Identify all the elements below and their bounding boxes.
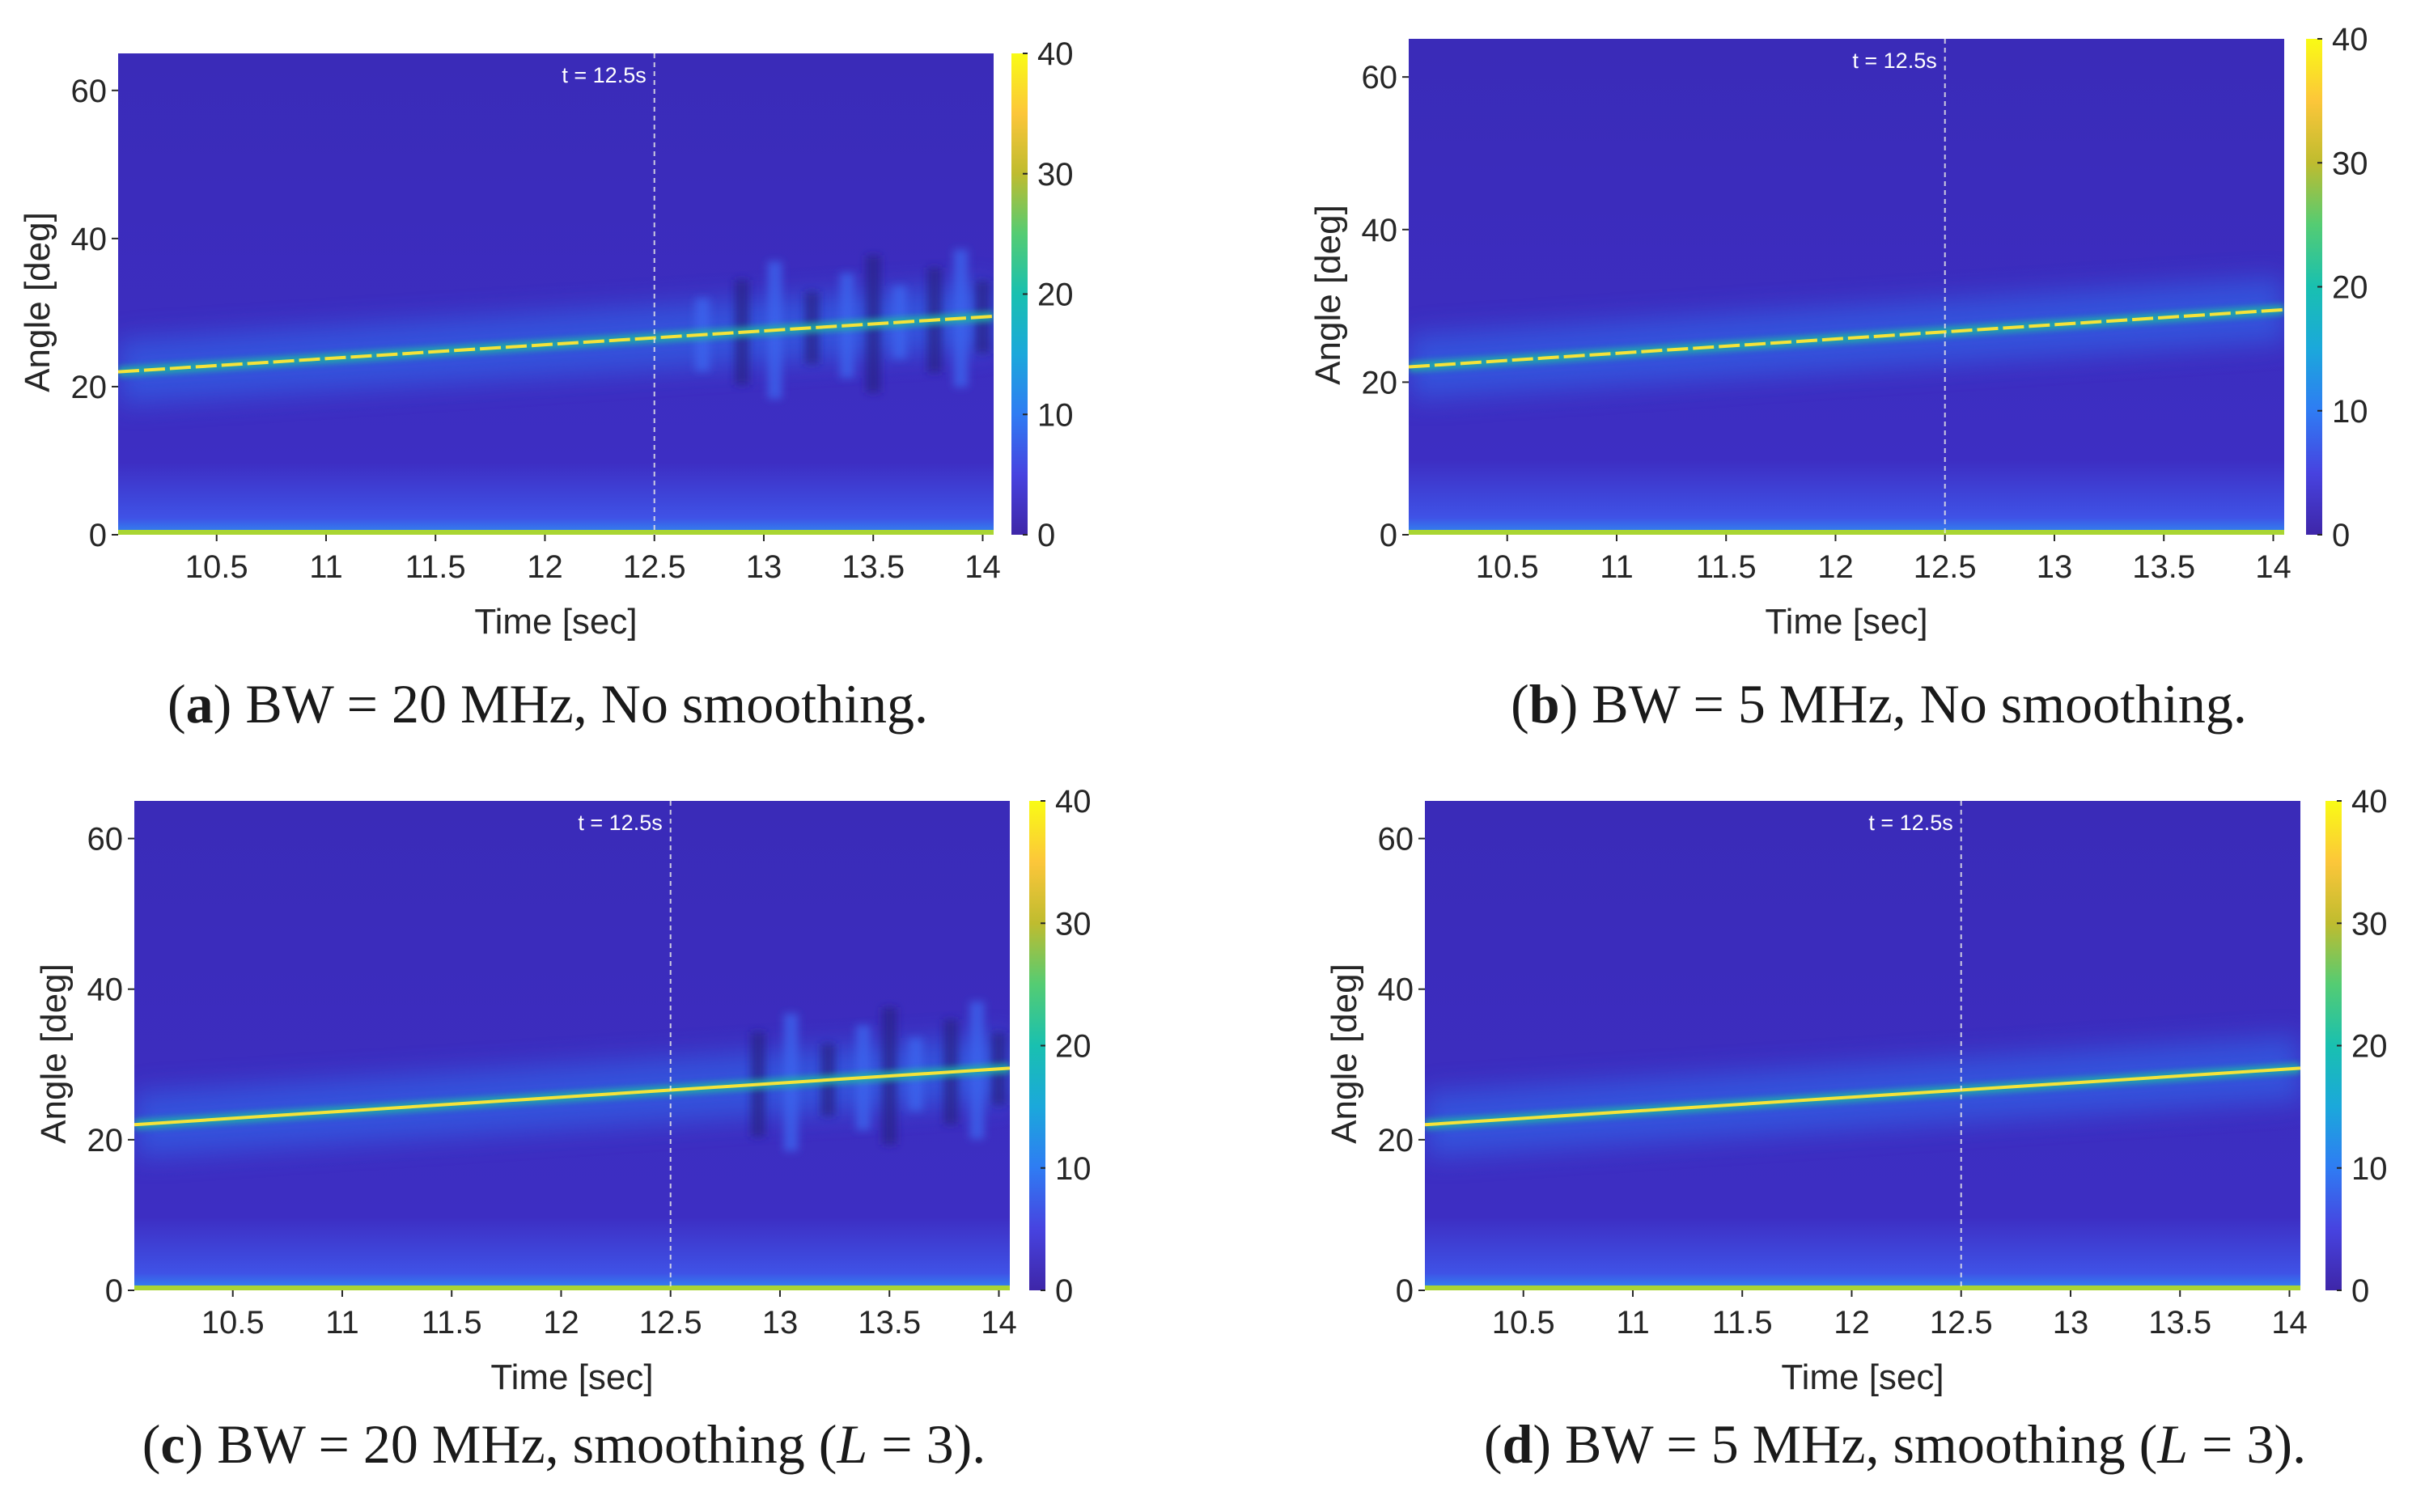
x-tick-label: 12 xyxy=(1834,1305,1870,1340)
colorbar-tick-label: 10 xyxy=(1055,1151,1092,1187)
x-tick-label: 11 xyxy=(1616,1305,1650,1340)
x-tick-label: 12.5 xyxy=(639,1305,702,1340)
colorbar-tick-label: 20 xyxy=(1037,277,1074,313)
y-tick-label: 60 xyxy=(71,74,108,109)
panel-b: t = 12.5s 10.5 11 11.5 12 12.5 13 13.5 14 0 20 40 60… xyxy=(1308,22,2368,735)
x-tick-label: 10.5 xyxy=(185,549,248,585)
panel-caption: (a) BW = 20 MHz, No smoothing. xyxy=(167,673,928,735)
y-tick-label: 20 xyxy=(1362,365,1398,400)
x-axis-label: Time [sec] xyxy=(474,602,637,642)
colorbar-tick-label: 40 xyxy=(2351,784,2388,820)
x-tick-label: 12 xyxy=(543,1305,579,1340)
y-axis-label: Angle [deg] xyxy=(34,964,74,1144)
colorbar-tick-label: 10 xyxy=(2332,394,2368,430)
panel-caption: (c) BW = 20 MHz, smoothing (L = 3). xyxy=(142,1413,986,1475)
x-tick-label: 11 xyxy=(325,1305,359,1340)
baseline-band xyxy=(134,1285,1010,1290)
panel-c: t = 12.5s 10.5 11 11.5 12 12.5 13 13.5 14 0 20 40 60… xyxy=(34,784,1092,1475)
y-tick-label: 40 xyxy=(87,972,124,1008)
x-tick-label: 13 xyxy=(762,1305,799,1340)
panel-caption: (d) BW = 5 MHz, smoothing (L = 3). xyxy=(1484,1413,2306,1475)
colorbar-tick-label: 10 xyxy=(2351,1151,2388,1187)
x-tick-label: 12.5 xyxy=(1930,1305,1993,1340)
colorbar-tick-label: 30 xyxy=(2351,906,2388,942)
colorbar-tick-label: 40 xyxy=(1037,36,1074,72)
x-tick-label: 12 xyxy=(527,549,563,585)
colorbar-tick-label: 0 xyxy=(1055,1273,1073,1309)
x-tick-label: 12.5 xyxy=(1914,549,1977,585)
y-axis-label: Angle [deg] xyxy=(1308,205,1348,385)
y-tick-label: 40 xyxy=(1378,972,1414,1008)
y-axis-label: Angle [deg] xyxy=(18,212,57,392)
colorbar-tick-label: 40 xyxy=(2332,22,2368,57)
colorbar-tick-label: 0 xyxy=(1037,518,1055,553)
x-tick-label: 11.5 xyxy=(422,1305,482,1340)
y-tick-label: 60 xyxy=(1362,60,1398,95)
y-axis-label: Angle [deg] xyxy=(1325,964,1364,1144)
y-tick-label: 0 xyxy=(1380,518,1397,553)
y-tick-label: 20 xyxy=(87,1123,124,1158)
x-tick-label: 10.5 xyxy=(1492,1305,1555,1340)
panel-a: t = 12.5s 10.5 11 11.5 12 12.5 13 13.5 14 0 20 40 60… xyxy=(18,36,1074,735)
time-marker-label: t = 12.5s xyxy=(562,63,646,87)
y-tick-label: 0 xyxy=(89,518,107,553)
time-marker-label: t = 12.5s xyxy=(578,811,662,835)
panel-caption: (b) BW = 5 MHz, No smoothing. xyxy=(1511,673,2247,735)
x-tick-label: 13.5 xyxy=(2132,549,2195,585)
colorbar-tick-label: 0 xyxy=(2332,518,2350,553)
x-tick-label: 14 xyxy=(964,549,1001,585)
x-tick-label: 13 xyxy=(2053,1305,2089,1340)
track-line xyxy=(1425,1066,2300,1127)
x-axis-label: Time [sec] xyxy=(490,1357,653,1397)
time-marker-label: t = 12.5s xyxy=(1868,811,1952,835)
x-tick-label: 13.5 xyxy=(842,549,905,585)
y-tick-label: 60 xyxy=(1378,822,1414,858)
y-tick-label: 20 xyxy=(1378,1123,1414,1158)
x-tick-label: 11 xyxy=(309,549,343,585)
x-tick-label: 10.5 xyxy=(1476,549,1539,585)
track-line xyxy=(134,1066,1010,1127)
x-tick-label: 13.5 xyxy=(858,1305,921,1340)
colorbar-tick-label: 20 xyxy=(2351,1029,2388,1065)
y-tick-label: 60 xyxy=(87,822,124,858)
colorbar-tick-label: 20 xyxy=(1055,1029,1092,1065)
x-tick-label: 11.5 xyxy=(1696,549,1757,585)
colorbar-tick-label: 30 xyxy=(2332,146,2368,181)
colorbar-tick-label: 0 xyxy=(2351,1273,2369,1309)
colorbar-tick-label: 10 xyxy=(1037,397,1074,433)
panel-d: t = 12.5s 10.5 11 11.5 12 12.5 13 13.5 14 0 20 40 60… xyxy=(1325,784,2388,1475)
x-tick-label: 11.5 xyxy=(1712,1305,1773,1340)
colorbar-tick-label: 20 xyxy=(2332,270,2368,306)
x-tick-label: 12 xyxy=(1817,549,1854,585)
x-tick-label: 14 xyxy=(2255,549,2291,585)
colorbar-tick-label: 30 xyxy=(1055,906,1092,942)
colorbar-tick-label: 40 xyxy=(1055,784,1092,820)
x-axis-label: Time [sec] xyxy=(1781,1357,1944,1397)
x-tick-label: 11 xyxy=(1600,549,1634,585)
track-line xyxy=(118,314,994,374)
y-tick-label: 40 xyxy=(1362,213,1398,248)
x-axis-label: Time [sec] xyxy=(1765,602,1927,642)
y-tick-label: 0 xyxy=(105,1273,123,1309)
y-tick-label: 20 xyxy=(71,370,108,405)
y-tick-label: 0 xyxy=(1396,1273,1414,1309)
x-tick-label: 14 xyxy=(2271,1305,2308,1340)
x-tick-label: 13.5 xyxy=(2148,1305,2211,1340)
baseline-band xyxy=(118,530,994,535)
track-line xyxy=(1409,307,2284,369)
y-tick-label: 40 xyxy=(71,222,108,257)
x-tick-label: 13 xyxy=(2037,549,2073,585)
x-tick-label: 12.5 xyxy=(623,549,686,585)
colorbar-tick-label: 30 xyxy=(1037,157,1074,193)
x-tick-label: 14 xyxy=(981,1305,1017,1340)
baseline-band xyxy=(1425,1285,2300,1290)
x-tick-label: 13 xyxy=(746,549,782,585)
x-tick-label: 11.5 xyxy=(405,549,466,585)
time-marker-label: t = 12.5s xyxy=(1852,49,1936,73)
x-tick-label: 10.5 xyxy=(201,1305,265,1340)
baseline-band xyxy=(1409,530,2284,535)
